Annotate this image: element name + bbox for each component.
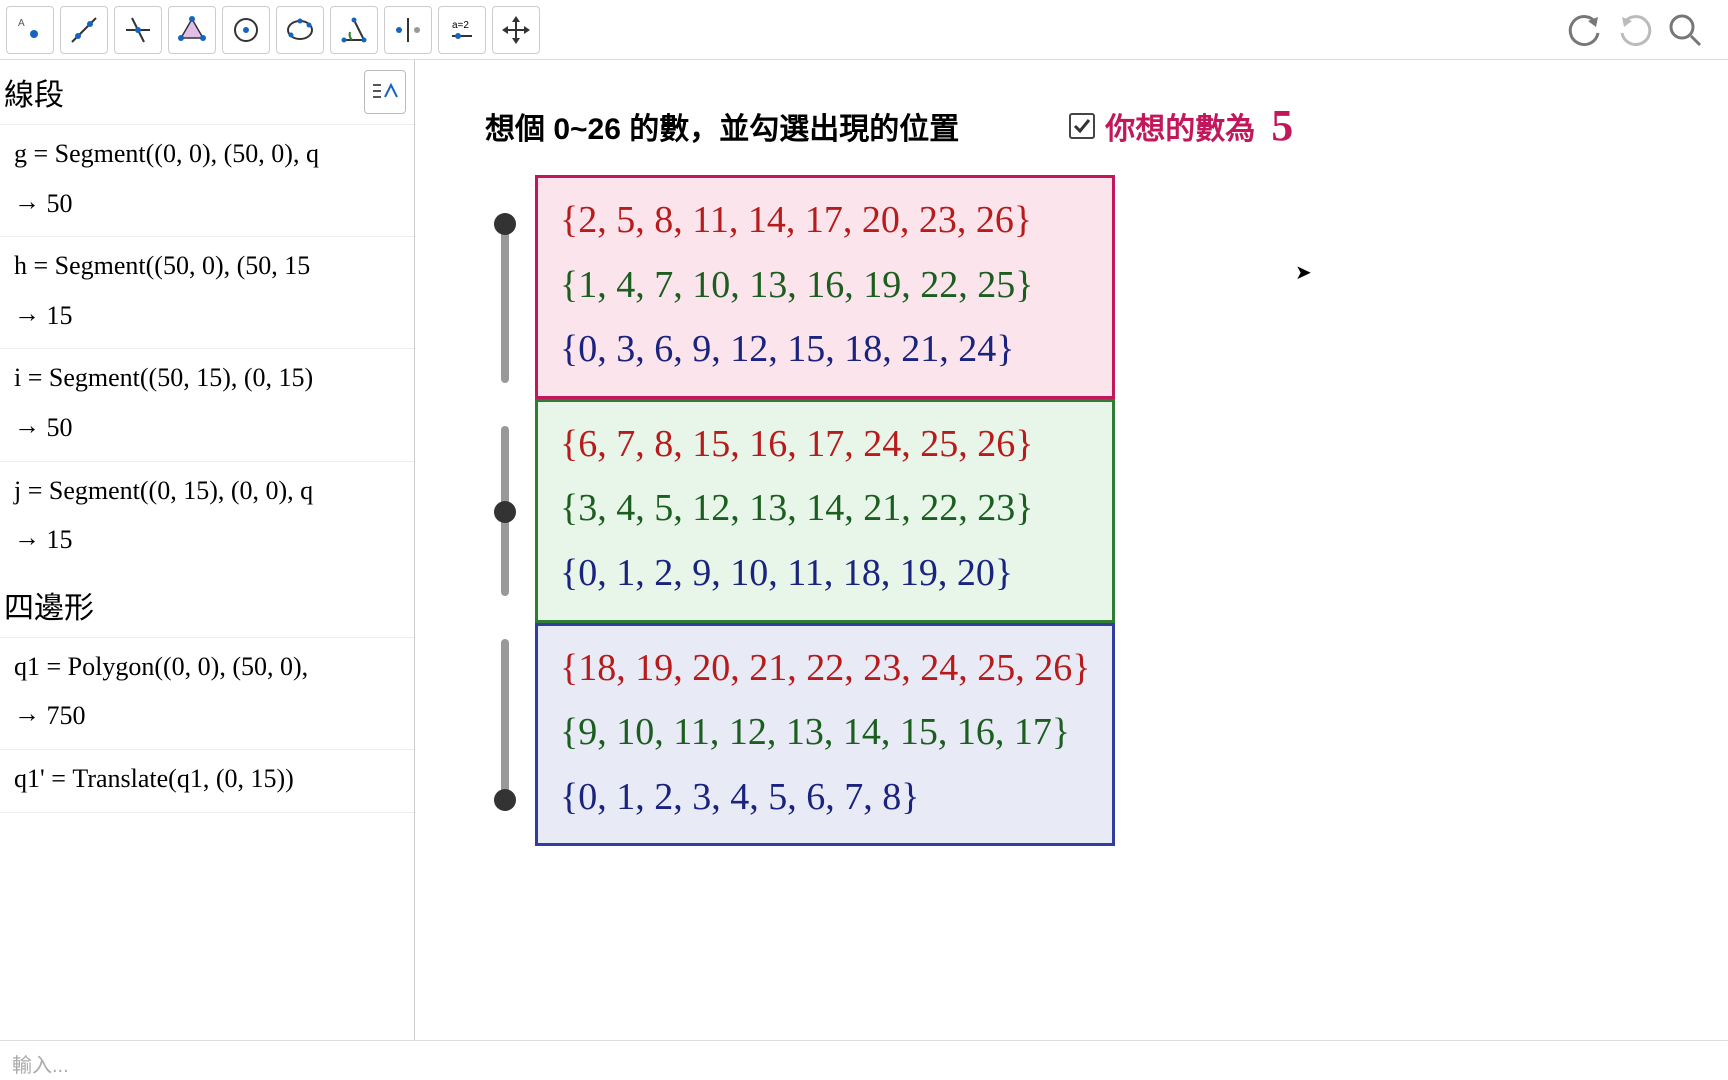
algebra-item[interactable]: j = Segment((0, 15), (0, 0), q→ 15 bbox=[0, 461, 414, 573]
result-value: 5 bbox=[1271, 100, 1293, 151]
number-set-row: {0, 1, 2, 3, 4, 5, 6, 7, 8} bbox=[560, 765, 1090, 830]
slider[interactable] bbox=[501, 639, 509, 809]
number-set-row: {18, 19, 20, 21, 22, 23, 24, 25, 26} bbox=[560, 636, 1090, 701]
number-set-row: {6, 7, 8, 15, 16, 17, 24, 25, 26} bbox=[560, 412, 1090, 477]
number-set-box: {18, 19, 20, 21, 22, 23, 24, 25, 26}{9, … bbox=[535, 623, 1115, 847]
number-set-box: {6, 7, 8, 15, 16, 17, 24, 25, 26}{3, 4, … bbox=[535, 399, 1115, 623]
section-title: 四邊形 bbox=[4, 583, 94, 627]
algebra-panel: 線段 g = Segment((0, 0), (50, 0), q→ 50h =… bbox=[0, 60, 415, 1040]
tool-point[interactable]: A bbox=[6, 6, 54, 54]
number-set-row: {1, 4, 7, 10, 13, 16, 19, 22, 25} bbox=[560, 253, 1090, 318]
search-button[interactable] bbox=[1666, 11, 1704, 49]
tool-reflect[interactable] bbox=[384, 6, 432, 54]
section-header-quadrilateral: 四邊形 bbox=[0, 573, 414, 637]
slider[interactable] bbox=[501, 426, 509, 596]
number-set-row: {3, 4, 5, 12, 13, 14, 21, 22, 23} bbox=[560, 476, 1090, 541]
algebra-item[interactable]: q1' = Translate(q1, (0, 15)) bbox=[0, 749, 414, 813]
result-label: 你想的數為 bbox=[1105, 104, 1255, 148]
mouse-cursor: ➤ bbox=[1295, 260, 1312, 285]
section-header-segments: 線段 bbox=[0, 60, 414, 124]
graphics-view[interactable]: 想個 0~26 的數，並勾選出現的位置 你想的數為 5 {2, 5, 8, 11… bbox=[415, 60, 1728, 1040]
tool-polygon[interactable] bbox=[168, 6, 216, 54]
redo-button[interactable] bbox=[1616, 11, 1654, 49]
number-set-box: {2, 5, 8, 11, 14, 17, 20, 23, 26}{1, 4, … bbox=[535, 175, 1115, 399]
algebra-item[interactable]: q1 = Polygon((0, 0), (50, 0), → 750 bbox=[0, 637, 414, 749]
section-title: 線段 bbox=[4, 70, 64, 114]
number-set-row: {9, 10, 11, 12, 13, 14, 15, 16, 17} bbox=[560, 700, 1090, 765]
result-checkbox[interactable] bbox=[1069, 113, 1095, 139]
number-set-row: {0, 3, 6, 9, 12, 15, 18, 21, 24} bbox=[560, 317, 1090, 382]
instruction-text: 想個 0~26 的數，並勾選出現的位置 bbox=[485, 104, 959, 148]
undo-button[interactable] bbox=[1566, 11, 1604, 49]
tool-perpendicular[interactable] bbox=[114, 6, 162, 54]
tool-line[interactable] bbox=[60, 6, 108, 54]
tool-conic[interactable] bbox=[276, 6, 324, 54]
number-set-row: {0, 1, 2, 9, 10, 11, 18, 19, 20} bbox=[560, 541, 1090, 606]
svg-text:a=2: a=2 bbox=[452, 20, 469, 31]
algebra-item[interactable]: h = Segment((50, 0), (50, 15→ 15 bbox=[0, 236, 414, 348]
tool-angle[interactable] bbox=[330, 6, 378, 54]
slider[interactable] bbox=[501, 213, 509, 383]
compact-toggle[interactable] bbox=[364, 70, 406, 114]
toolbar: A a=2 bbox=[0, 0, 1728, 60]
tool-move[interactable] bbox=[492, 6, 540, 54]
algebra-item[interactable]: i = Segment((50, 15), (0, 15)→ 50 bbox=[0, 348, 414, 460]
number-set-row: {2, 5, 8, 11, 14, 17, 20, 23, 26} bbox=[560, 188, 1090, 253]
input-bar[interactable]: 輸入... bbox=[0, 1040, 1728, 1080]
svg-text:A: A bbox=[18, 18, 25, 29]
algebra-item[interactable]: g = Segment((0, 0), (50, 0), q→ 50 bbox=[0, 124, 414, 236]
tool-slider[interactable]: a=2 bbox=[438, 6, 486, 54]
tool-circle[interactable] bbox=[222, 6, 270, 54]
